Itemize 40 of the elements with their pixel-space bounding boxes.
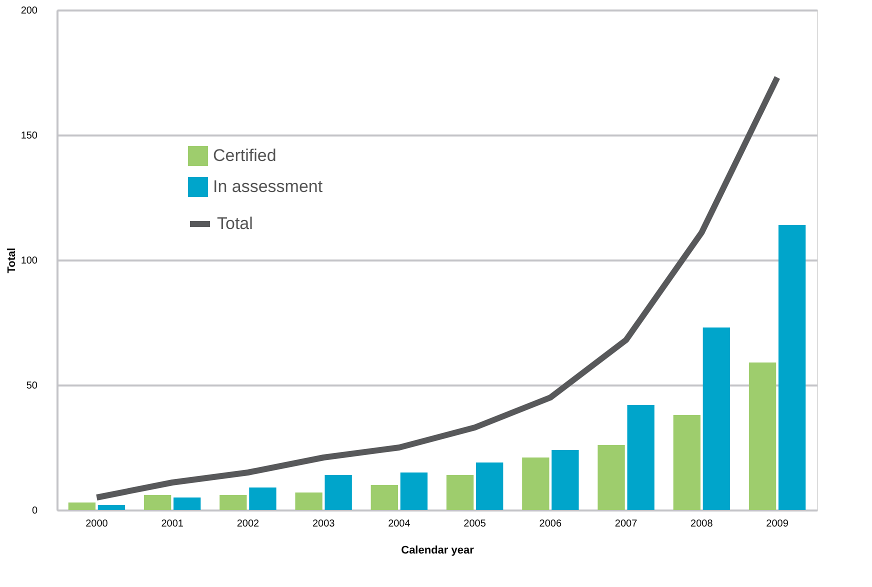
y-tick-label: 200 xyxy=(20,6,38,16)
legend-label: Certified xyxy=(213,146,276,165)
x-tick-label: 2004 xyxy=(388,518,411,530)
bar xyxy=(400,472,428,510)
bar xyxy=(324,475,352,510)
bar xyxy=(446,475,474,510)
bar xyxy=(144,495,172,510)
bar xyxy=(702,328,730,510)
x-tick-label: 2007 xyxy=(614,518,638,530)
bar xyxy=(220,495,247,510)
x-tick-label: 2000 xyxy=(86,518,108,530)
bar xyxy=(68,502,96,510)
y-tick-label: 50 xyxy=(26,380,38,392)
bar xyxy=(98,505,126,510)
bar xyxy=(598,445,625,510)
bar xyxy=(249,488,276,510)
bar xyxy=(174,498,201,510)
bar xyxy=(627,405,654,510)
x-tick-label: 2003 xyxy=(312,518,336,530)
bar xyxy=(522,458,550,510)
bar xyxy=(748,362,776,510)
bar xyxy=(295,492,322,510)
y-axis-title: Total xyxy=(6,248,18,274)
bar xyxy=(673,415,700,510)
x-tick-label: 2001 xyxy=(161,518,184,530)
bar xyxy=(370,485,398,510)
bar xyxy=(778,225,806,510)
x-tick-label: 2002 xyxy=(236,518,260,530)
x-tick-label: 2008 xyxy=(690,518,714,530)
x-tick-label: 2005 xyxy=(464,518,486,530)
bar xyxy=(552,450,579,510)
legend-label: Total xyxy=(217,214,253,233)
legend-label: In assessment xyxy=(213,177,323,196)
y-tick-label: 150 xyxy=(20,130,38,142)
x-tick-label: 2006 xyxy=(539,518,562,530)
x-axis-title: Calendar year xyxy=(401,544,475,556)
x-tick-label: 2009 xyxy=(766,518,789,530)
y-tick-label: 100 xyxy=(20,256,38,266)
y-tick-label: 0 xyxy=(32,506,38,516)
bar xyxy=(476,462,504,510)
